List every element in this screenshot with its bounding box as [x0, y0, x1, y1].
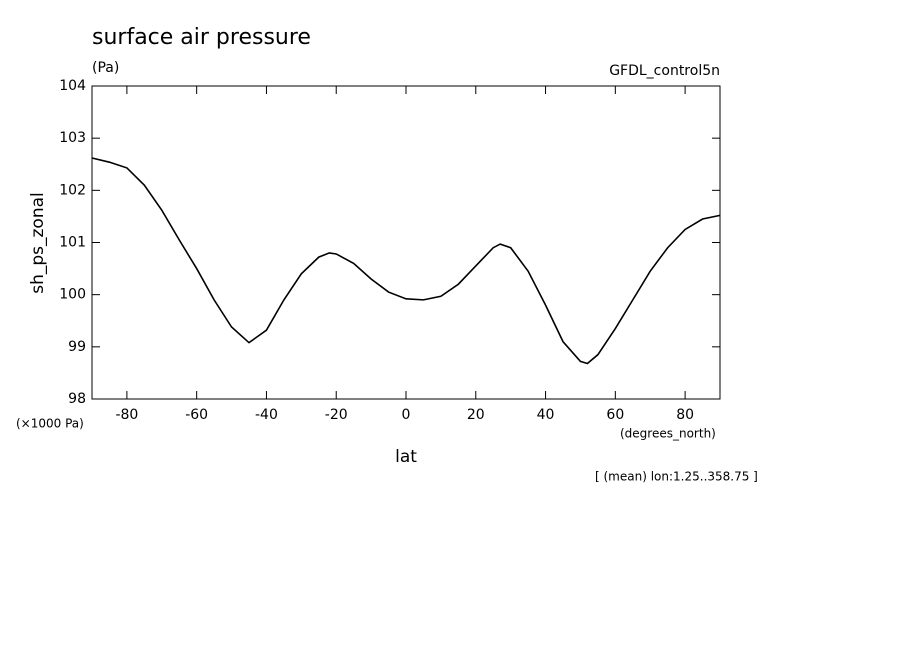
y-tick-label: 101: [59, 235, 86, 251]
x-tick-label: -80: [115, 407, 138, 423]
x-tick-label: 20: [467, 407, 485, 423]
dataset: GFDL_control5n: [609, 63, 720, 79]
y-tick-label: 102: [59, 182, 86, 198]
y-tick-label: 104: [59, 78, 86, 94]
y-tick-label: 103: [59, 130, 86, 146]
x-tick-label: -40: [255, 407, 278, 423]
y-scale-note: (×1000 Pa): [16, 417, 84, 431]
y-tick-label: 100: [59, 287, 86, 303]
data-line: [91, 157, 721, 365]
x-tick-label: 60: [606, 407, 624, 423]
x-units: (degrees_north): [620, 427, 716, 441]
x-tick-label: 0: [402, 407, 411, 423]
x-axis-label: lat: [395, 447, 417, 467]
x-tick-label: -20: [325, 407, 348, 423]
x-tick-label: 80: [676, 407, 694, 423]
x-tick-label: -60: [185, 407, 208, 423]
y-tick-label: 99: [68, 339, 86, 355]
chart-title: surface air pressure: [92, 25, 311, 50]
y-axis-label: sh_ps_zonal: [28, 192, 48, 294]
y-tick-label: 98: [68, 391, 86, 407]
units: (Pa): [92, 60, 119, 76]
plot-frame: [91, 85, 721, 400]
x-tick-label: 40: [537, 407, 555, 423]
note: [ (mean) lon:1.25..358.75 ]: [595, 470, 758, 484]
